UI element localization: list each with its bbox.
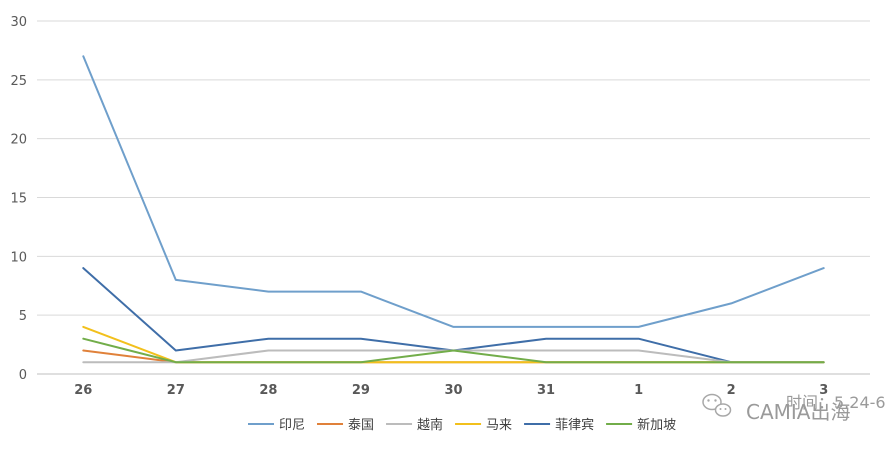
x-tick-label: 26 [74,383,92,398]
legend-label: 印尼 [279,418,305,433]
series-lines [82,55,825,364]
wechat-icon [702,393,732,417]
y-tick-label: 5 [19,309,27,324]
series-line [82,349,825,364]
y-tick-label: 10 [10,250,27,265]
x-tick-label: 30 [444,383,462,398]
gridlines [37,20,870,316]
y-tick-label: 30 [10,15,27,30]
y-tick-label: 20 [10,133,27,148]
watermark-date-text: 时间：5.24-6.3 [786,393,887,412]
y-tick-label: 15 [10,192,27,207]
x-axis-ticks: 26 27 28 29 30 31 1 2 3 [74,383,828,398]
x-tick-label: 29 [352,383,370,398]
series-line [82,55,825,328]
legend-label: 新加坡 [637,417,676,433]
x-tick-label: 2 [727,383,736,398]
y-axis-ticks: 0 5 10 15 20 25 30 [10,15,27,383]
x-tick-label: 1 [634,383,643,398]
y-tick-label: 25 [10,74,27,89]
series-line [82,337,825,364]
legend-label: 越南 [417,417,443,433]
legend-label: 泰国 [348,418,374,433]
x-tick-label: 31 [537,383,555,398]
legend-label: 马来 [486,418,512,433]
legend: 印尼 泰国 越南 马来 菲律宾 新加坡 [248,417,676,433]
watermark: CAMIA出海 时间：5.24-6.3 [702,393,887,424]
y-tick-label: 0 [19,368,27,383]
watermark-text: CAMIA出海 [746,400,850,424]
x-tick-label: 28 [259,383,277,398]
x-tick-label: 27 [167,383,185,398]
x-tick-label: 3 [819,383,828,398]
legend-label: 菲律宾 [555,417,594,433]
